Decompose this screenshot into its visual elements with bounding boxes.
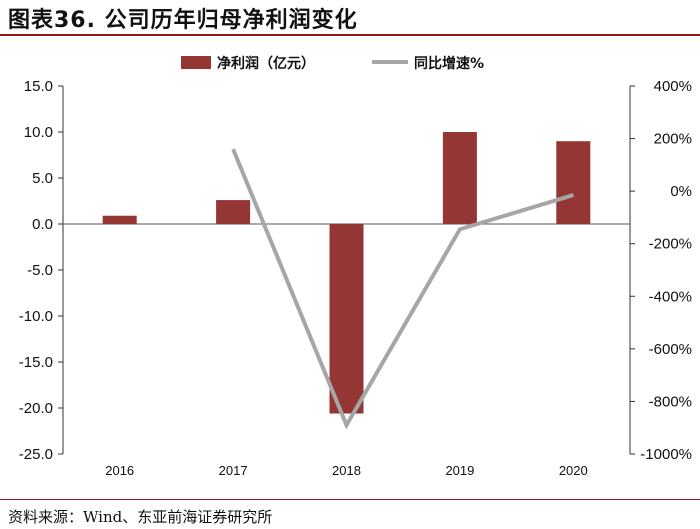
bar-2017 — [216, 200, 251, 224]
left-axis-tick-label: -25.0 — [19, 446, 53, 463]
bar-2016 — [102, 215, 137, 224]
x-axis-tick-label: 2017 — [219, 463, 248, 478]
x-axis-tick-label: 2020 — [559, 463, 588, 478]
left-axis-tick-label: -10.0 — [19, 308, 53, 325]
line-series-growth — [231, 148, 574, 430]
legend-label-line: 同比增速% — [414, 55, 484, 72]
figure-title: 图表36. 公司历年归母净利润变化 — [8, 8, 358, 33]
right-axis-tick-label: -400% — [649, 288, 692, 305]
right-axis-tick-label: 200% — [654, 131, 692, 148]
source-note: 资料来源：Wind、东亚前海证券研究所 — [8, 508, 273, 526]
bar-2020 — [556, 141, 591, 224]
left-axis-tick-label: 0.0 — [32, 216, 53, 233]
x-axis-tick-label: 2018 — [332, 463, 361, 478]
x-axis-tick-label: 2016 — [105, 463, 134, 478]
right-axis-tick-label: -1000% — [640, 446, 692, 463]
left-axis-tick-label: -20.0 — [19, 400, 53, 417]
left-axis-tick-label: 15.0 — [24, 78, 53, 95]
title-divider — [0, 34, 700, 36]
bar-2019 — [442, 132, 477, 224]
x-axis-tick-label: 2019 — [445, 463, 474, 478]
left-axis-tick-label: -5.0 — [27, 262, 53, 279]
legend-label-bar: 净利润（亿元） — [217, 55, 315, 72]
left-axis-tick-label: -15.0 — [19, 354, 53, 371]
left-axis-tick-label: 5.0 — [32, 170, 53, 187]
right-axis-tick-label: -800% — [649, 393, 692, 410]
bar-2018 — [329, 224, 364, 414]
source-divider — [0, 499, 700, 500]
right-axis-tick-label: 0% — [670, 183, 692, 200]
legend-swatch-bar — [181, 56, 211, 69]
right-axis-tick-label: -600% — [649, 341, 692, 358]
right-axis-tick-label: 400% — [654, 78, 692, 95]
left-axis-tick-label: 10.0 — [24, 124, 53, 141]
right-axis-tick-label: -200% — [649, 236, 692, 253]
